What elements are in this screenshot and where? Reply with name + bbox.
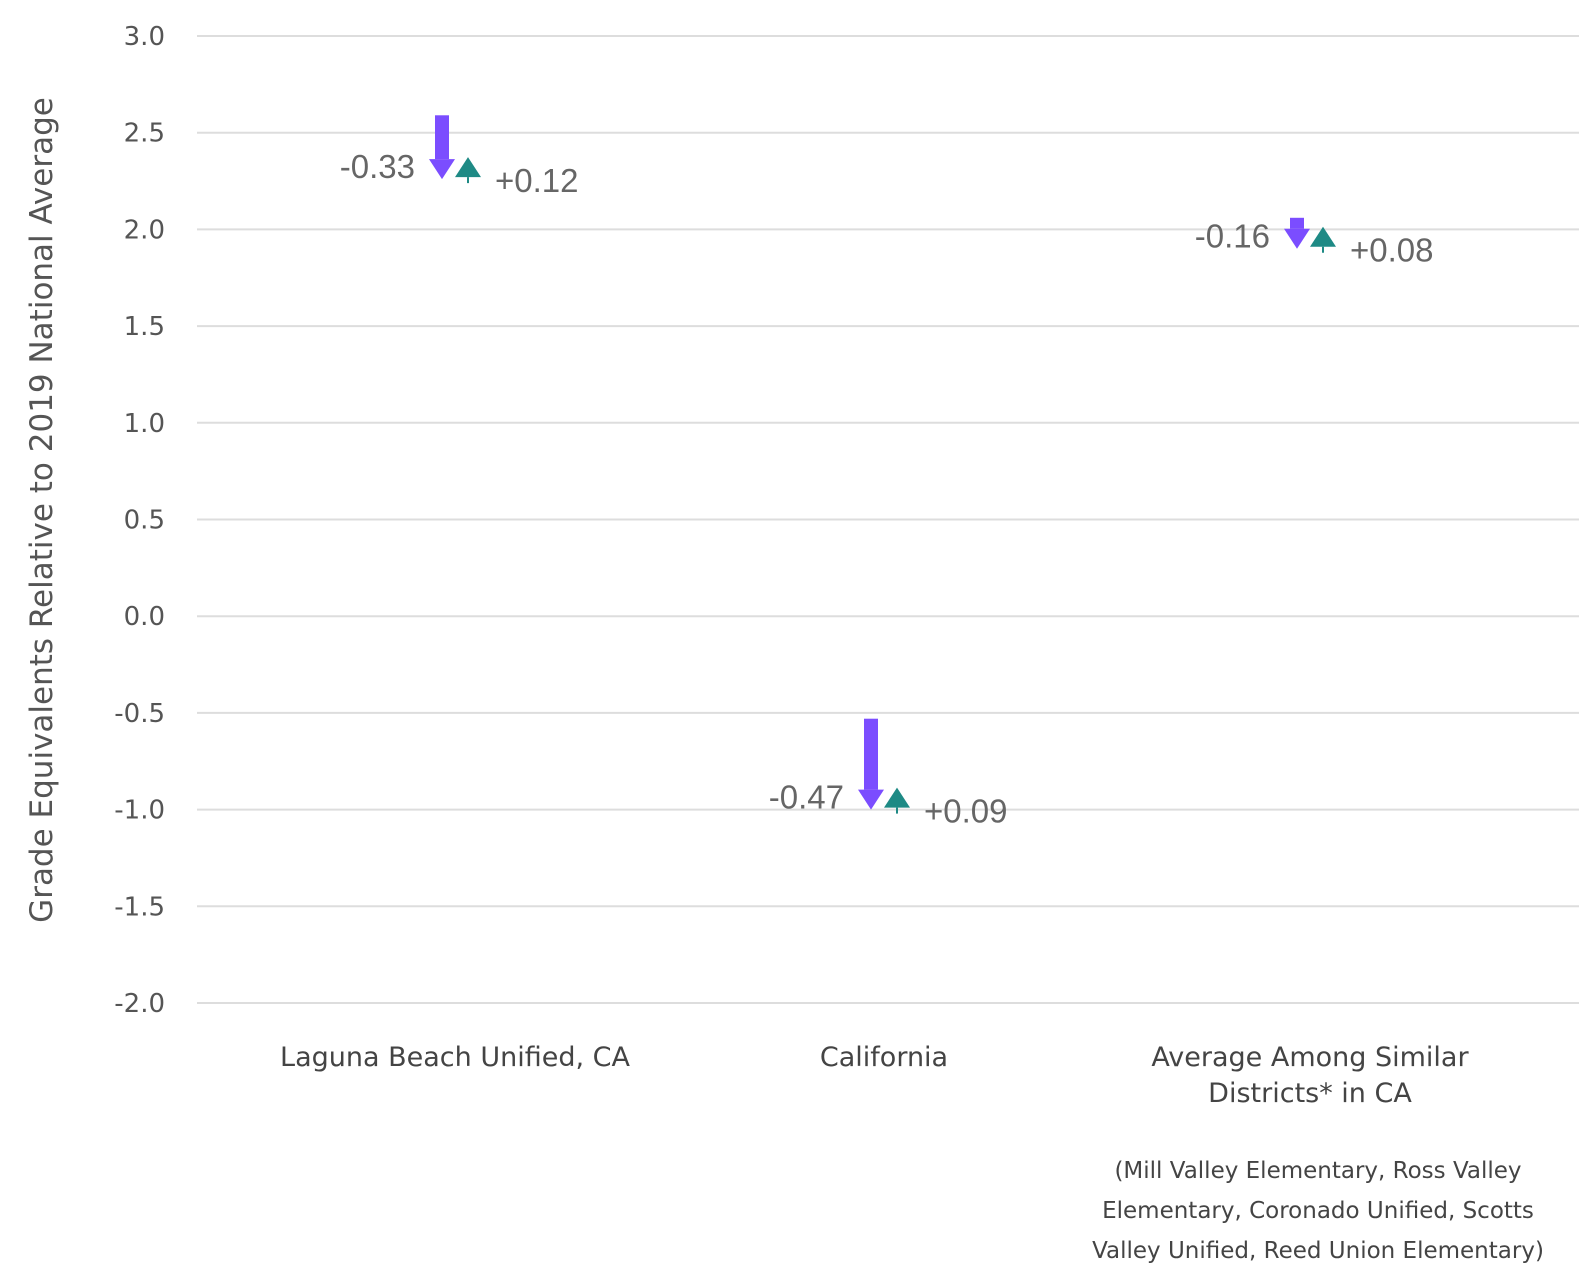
recovery-marker (1310, 226, 1336, 247)
data-marks: -0.33 +0.12 -0.47 +0.09 -0.16 +0.08 (340, 115, 1434, 830)
recovery-marker (455, 157, 481, 178)
gridlines (197, 35, 1579, 1004)
y-tick-label: 0.0 (124, 602, 165, 632)
footnote-line: Valley Unified, Reed Union Elementary) (1092, 1238, 1544, 1264)
change-marker-group: -0.16 +0.08 (1195, 218, 1434, 269)
y-tick-label: -1.0 (114, 796, 165, 826)
category-label: Districts* in CA (1208, 1078, 1412, 1109)
y-axis-ticks: 3.0 2.5 2.0 1.5 1.0 0.5 0.0 -0.5 -1.0 -1.5 -2.0 (114, 22, 165, 1019)
recovery-value-label: +0.12 (495, 162, 579, 199)
decline-value-label: -0.47 (769, 779, 844, 816)
decline-arrow-shaft (435, 115, 449, 160)
footnote-line: Elementary, Coronado Unified, Scotts (1102, 1198, 1534, 1224)
category-label: Average Among Similar (1151, 1042, 1469, 1073)
x-axis-categories: Laguna Beach Unified, CA California Averag… (280, 1042, 1469, 1109)
y-tick-label: 2.0 (124, 215, 165, 245)
y-tick-label: -0.5 (114, 699, 165, 729)
decline-value-label: -0.33 (340, 148, 415, 185)
change-marker-group: -0.33 +0.12 (340, 115, 579, 199)
decline-value-label: -0.16 (1195, 218, 1270, 255)
change-marker-group: -0.47 +0.09 (769, 718, 1008, 830)
decline-arrow-head (429, 159, 455, 180)
y-tick-label: 3.0 (124, 22, 165, 52)
y-tick-label: 0.5 (124, 506, 165, 536)
y-tick-label: 1.5 (124, 312, 165, 342)
recovery-marker (884, 787, 910, 808)
y-tick-label: 1.0 (124, 409, 165, 439)
decline-arrow-shaft (864, 718, 878, 790)
category-label: Laguna Beach Unified, CA (280, 1042, 630, 1073)
y-axis-label: Grade Equivalents Relative to 2019 Natio… (24, 97, 60, 923)
y-tick-label: -1.5 (114, 892, 165, 922)
category-label: California (820, 1042, 948, 1073)
recovery-value-label: +0.09 (924, 793, 1008, 830)
decline-arrow-head (858, 789, 884, 810)
footnote: (Mill Valley Elementary, Ross Valley Elem… (1092, 1158, 1544, 1264)
decline-arrow-shaft (1290, 217, 1304, 229)
decline-arrow-head (1284, 228, 1310, 249)
y-tick-label: -2.0 (114, 989, 165, 1019)
recovery-value-label: +0.08 (1350, 232, 1434, 269)
y-tick-label: 2.5 (124, 119, 165, 149)
footnote-line: (Mill Valley Elementary, Ross Valley (1114, 1158, 1521, 1184)
